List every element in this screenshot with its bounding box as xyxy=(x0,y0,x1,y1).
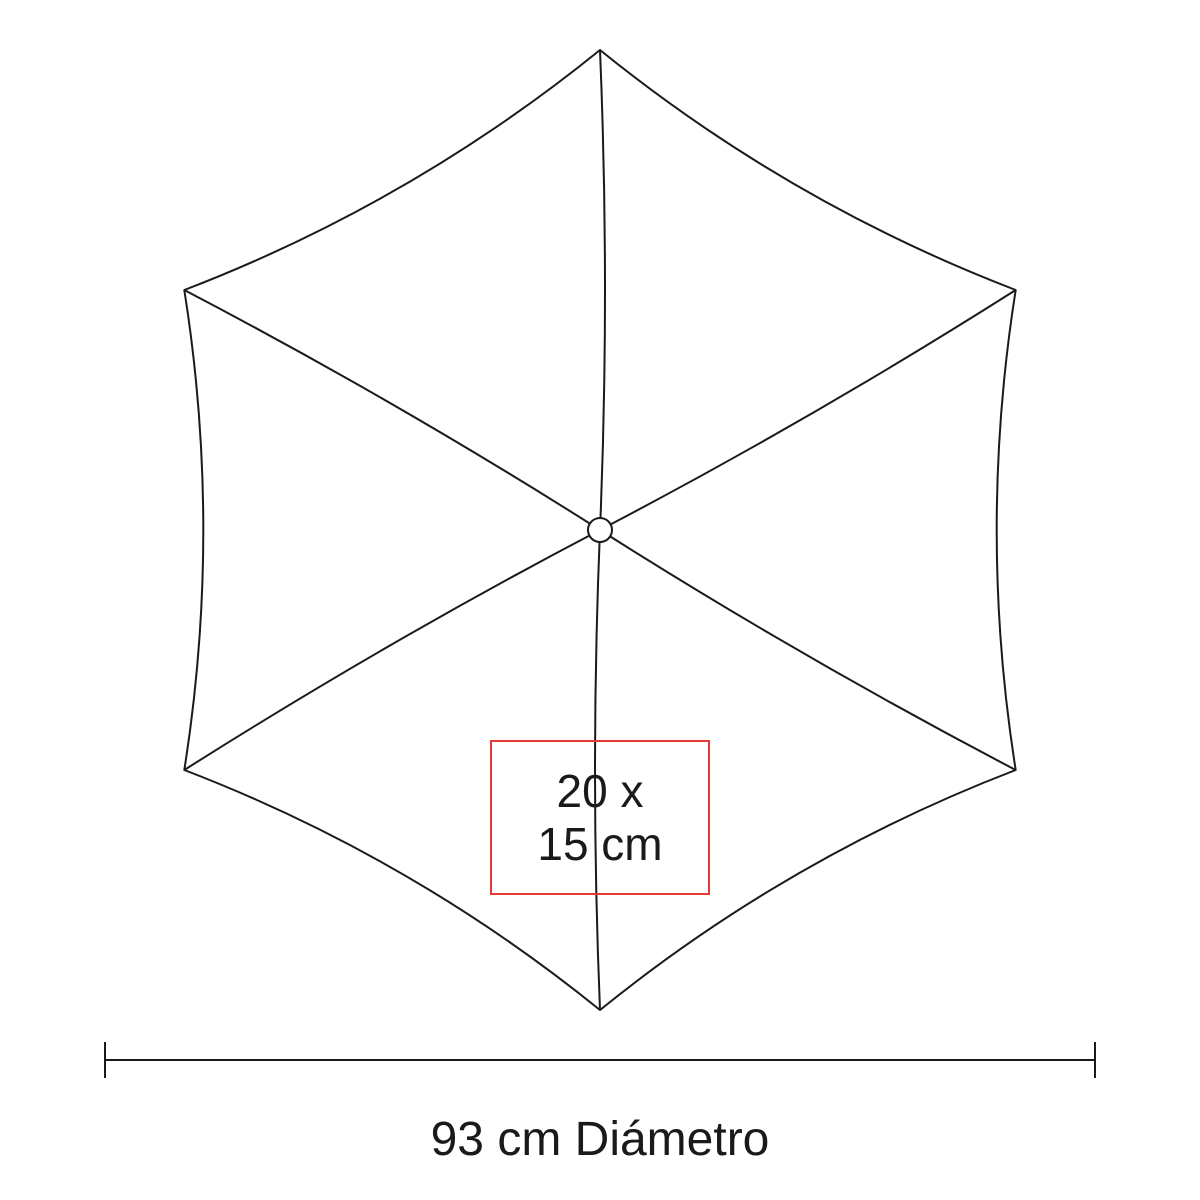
print-area-line1: 20 x xyxy=(557,765,644,818)
diameter-label: 93 cm Diámetro xyxy=(0,1112,1200,1167)
diagram-canvas: 20 x 15 cm 93 cm Diámetro xyxy=(0,0,1200,1200)
print-area-box: 20 x 15 cm xyxy=(490,740,710,895)
umbrella-diagram-svg xyxy=(0,0,1200,1200)
print-area-line2: 15 cm xyxy=(537,818,662,871)
